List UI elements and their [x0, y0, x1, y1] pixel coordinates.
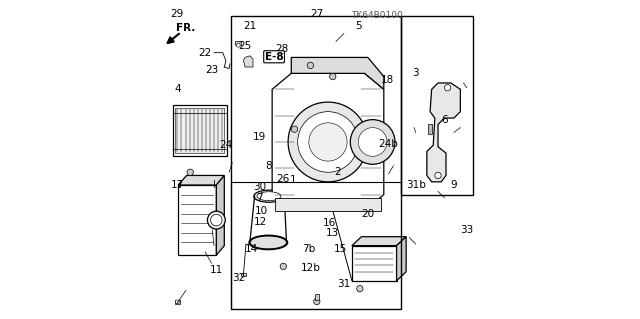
Text: 9: 9: [451, 180, 458, 190]
Text: 11: 11: [210, 264, 223, 275]
Circle shape: [187, 169, 193, 175]
Circle shape: [350, 120, 395, 164]
Polygon shape: [352, 237, 406, 246]
Circle shape: [307, 62, 314, 69]
Polygon shape: [178, 185, 216, 255]
Text: 23: 23: [205, 65, 219, 75]
Circle shape: [207, 211, 225, 229]
Circle shape: [280, 263, 287, 270]
Text: 19: 19: [253, 132, 266, 142]
Circle shape: [298, 112, 358, 172]
Text: 18: 18: [380, 75, 394, 85]
Text: 12: 12: [253, 217, 267, 227]
Polygon shape: [216, 175, 224, 255]
Polygon shape: [178, 175, 224, 185]
Bar: [175, 108, 224, 153]
Text: 6: 6: [441, 115, 448, 125]
Polygon shape: [243, 56, 253, 67]
Text: 16: 16: [323, 218, 336, 228]
Circle shape: [356, 286, 363, 292]
Circle shape: [288, 102, 368, 182]
Text: E-8: E-8: [265, 52, 284, 62]
Circle shape: [291, 126, 298, 132]
Text: 1: 1: [289, 175, 296, 185]
Circle shape: [236, 43, 240, 47]
Circle shape: [314, 298, 320, 305]
Bar: [230, 16, 401, 309]
Text: 31b: 31b: [406, 180, 426, 190]
Text: 7: 7: [256, 193, 262, 203]
Text: 13: 13: [326, 228, 339, 238]
Text: 2: 2: [334, 167, 341, 177]
Text: 28: 28: [275, 44, 289, 55]
Text: 33: 33: [460, 225, 474, 235]
Text: 30: 30: [253, 182, 266, 192]
Text: 12b: 12b: [301, 263, 321, 273]
Circle shape: [358, 128, 387, 156]
Text: 27: 27: [310, 9, 323, 19]
Text: 26: 26: [276, 174, 290, 184]
Ellipse shape: [250, 236, 287, 249]
Text: 8: 8: [265, 161, 271, 171]
Text: 32: 32: [232, 272, 245, 283]
Text: 15: 15: [334, 244, 348, 254]
Text: 3: 3: [412, 68, 419, 78]
Text: 10: 10: [255, 205, 268, 216]
Bar: [175, 300, 180, 304]
Text: 5: 5: [355, 20, 362, 31]
Text: 17: 17: [170, 180, 184, 190]
Polygon shape: [291, 57, 384, 89]
Polygon shape: [272, 73, 384, 211]
Bar: [241, 273, 246, 276]
Text: 20: 20: [362, 209, 374, 219]
Ellipse shape: [254, 190, 284, 202]
Text: 29: 29: [170, 9, 184, 19]
Text: FR.: FR.: [177, 24, 196, 33]
Circle shape: [435, 172, 441, 179]
Text: TK64B0100: TK64B0100: [351, 11, 403, 20]
Text: 24: 24: [220, 140, 232, 150]
Text: 21: 21: [243, 20, 257, 31]
Text: 4: 4: [175, 84, 181, 94]
Circle shape: [444, 85, 451, 91]
Text: 7b: 7b: [302, 244, 316, 254]
Polygon shape: [427, 83, 460, 182]
Polygon shape: [275, 198, 381, 211]
Bar: [316, 294, 319, 300]
Polygon shape: [352, 246, 397, 281]
Bar: [236, 41, 241, 45]
Text: 14: 14: [244, 244, 258, 254]
Circle shape: [211, 214, 222, 226]
Text: 25: 25: [239, 41, 252, 51]
Text: 22: 22: [198, 48, 212, 58]
Ellipse shape: [257, 192, 281, 201]
Bar: [401, 16, 473, 195]
Text: 31: 31: [337, 279, 351, 289]
Polygon shape: [397, 237, 406, 281]
Circle shape: [175, 300, 179, 304]
Circle shape: [330, 73, 336, 80]
Bar: [428, 124, 431, 134]
Text: 24b: 24b: [379, 138, 399, 149]
Bar: [173, 105, 227, 156]
Circle shape: [309, 123, 347, 161]
